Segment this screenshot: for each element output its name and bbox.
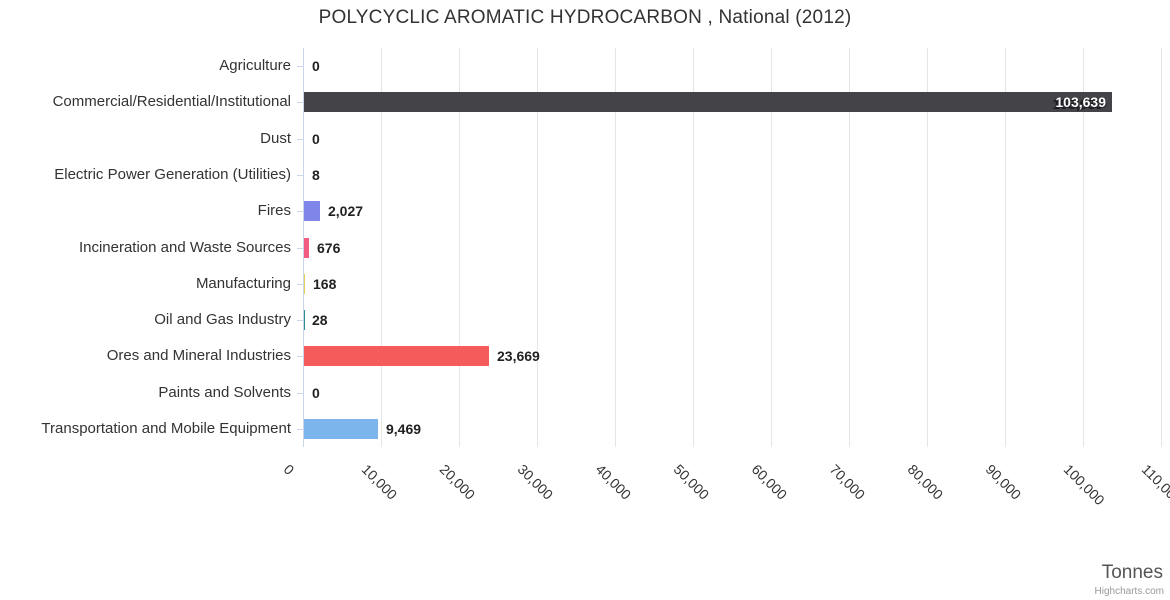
chart-title: POLYCYCLIC AROMATIC HYDROCARBON , Nation… [318,7,852,28]
x-axis-title: Tonnes [1101,562,1163,583]
x-tick-label: 70,000 [826,461,869,503]
value-label: 676 [317,240,341,256]
value-label: 0 [312,131,320,147]
x-tick-label: 30,000 [514,461,557,503]
category-tick [297,356,303,357]
gridline [849,48,850,447]
gridline [771,48,772,447]
category-tick [297,320,303,321]
bar[interactable] [304,238,310,258]
category-label: Manufacturing [195,275,291,292]
category-label: Paints and Solvents [158,384,291,401]
x-tick-label: 100,000 [1060,461,1108,509]
value-label: 0 [312,385,320,401]
gridline [1161,48,1162,447]
x-tick-label: 40,000 [592,461,635,503]
category-tick [297,393,303,394]
gridline [1083,48,1084,447]
x-tick-label: 20,000 [436,461,479,503]
category-tick [297,211,303,212]
category-label: Dust [260,130,291,147]
value-label: 28 [312,312,328,328]
x-tick-label: 10,000 [358,461,401,503]
gridline [1005,48,1006,447]
category-tick [297,139,303,140]
value-label: 0 [312,58,320,74]
category-label: Agriculture [219,57,291,74]
highcharts-credits-link[interactable]: Highcharts.com [1094,586,1164,597]
bar[interactable] [304,346,489,366]
gridline [927,48,928,447]
category-tick [297,66,303,67]
category-label: Electric Power Generation (Utilities) [54,166,291,183]
value-label: 168 [313,276,337,292]
gridline [537,48,538,447]
category-label: Fires [257,202,291,219]
category-tick [297,284,303,285]
category-tick [297,248,303,249]
value-label-ghost: 103,639 [1052,96,1103,112]
category-tick [297,175,303,176]
value-label: 103,639 103,639 [982,93,1112,112]
x-tick-label: 110,000 [1138,461,1170,508]
bar[interactable] [304,274,306,294]
x-tick-label: 80,000 [904,461,947,503]
gridline [615,48,616,447]
category-label: Oil and Gas Industry [154,311,291,328]
gridline [459,48,460,447]
x-tick-label: 0 [280,461,298,478]
x-tick-label: 60,000 [748,461,791,503]
bar[interactable] [304,201,320,221]
category-label: Transportation and Mobile Equipment [41,420,291,437]
gridline [381,48,382,447]
category-label: Incineration and Waste Sources [78,239,291,256]
value-label: 8 [312,167,320,183]
x-tick-label: 90,000 [982,461,1025,503]
category-label: Commercial/Residential/Institutional [52,93,291,110]
category-label: Ores and Mineral Industries [106,347,291,364]
category-tick [297,429,303,430]
bar[interactable] [304,92,1113,112]
bar[interactable] [304,419,378,439]
value-label: 23,669 [497,348,540,364]
gridline [693,48,694,447]
value-label-text: 103,639 [1055,94,1106,110]
value-label: 9,469 [386,421,422,437]
x-tick-label: 50,000 [670,461,713,503]
value-label: 2,027 [328,203,364,219]
y-axis-line [303,48,304,447]
category-tick [297,102,303,103]
